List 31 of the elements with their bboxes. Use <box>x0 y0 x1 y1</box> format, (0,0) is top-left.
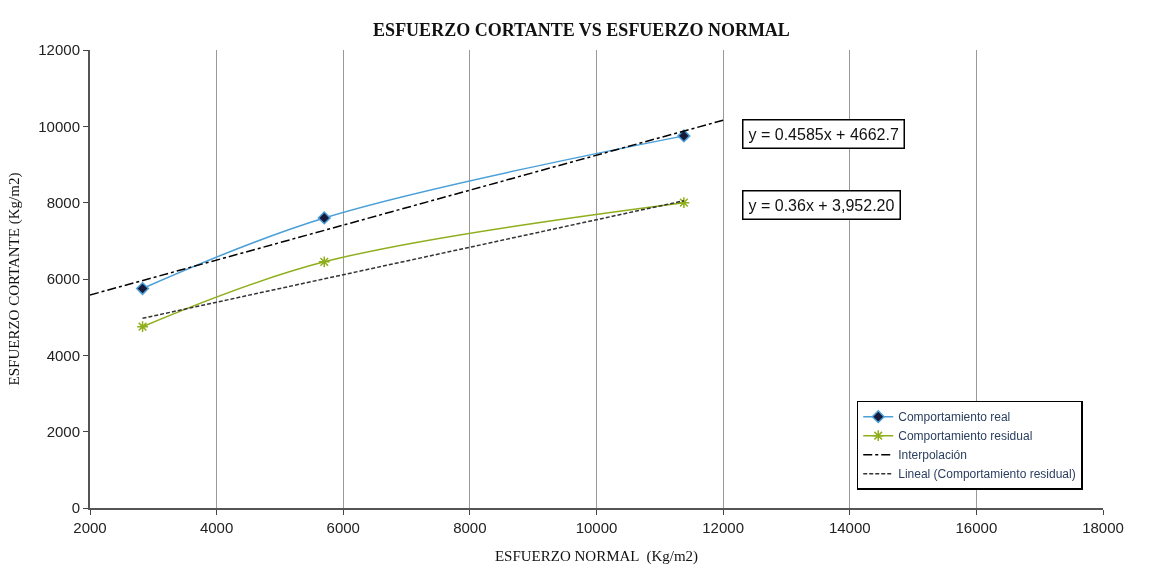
x-tick-label: 8000 <box>453 519 487 536</box>
x-tick-label: 16000 <box>955 519 998 536</box>
y-tick-label: 4000 <box>46 346 80 364</box>
annotation: y = 0.36x + 3,952.20 <box>748 196 895 214</box>
x-tick-label: 10000 <box>575 519 618 536</box>
point <box>317 211 331 225</box>
y-tick-label: 12000 <box>38 41 80 59</box>
x-axis-title: ESFUERZO NORMAL (Kg/m2) <box>494 547 699 565</box>
y-axis-title: ESFUERZO CORTANTE (Kg/m2) <box>6 172 24 386</box>
chart-title: ESFUERZO CORTANTE VS ESFUERZO NORMAL <box>373 19 790 40</box>
point <box>677 196 691 209</box>
x-tick-label: 4000 <box>199 519 234 536</box>
x-tick-label: 12000 <box>702 519 744 536</box>
y-tick-label: 6000 <box>46 270 80 288</box>
point <box>677 129 691 143</box>
legend-label: Interpolación <box>898 448 967 463</box>
y-tick-label: 10000 <box>38 117 80 135</box>
point <box>318 255 331 268</box>
x-tick-label: 14000 <box>828 519 871 536</box>
x-tick-label: 6000 <box>326 519 360 536</box>
point <box>135 281 150 296</box>
y-tick-label: 2000 <box>46 422 80 440</box>
point <box>136 320 149 333</box>
legend-label: Lineal (Comportamiento residual) <box>898 467 1076 482</box>
y-tick-label: 8000 <box>46 193 80 211</box>
legend-label: Comportamiento real <box>898 410 1011 425</box>
legend-label: Comportamiento residual <box>898 429 1033 444</box>
x-tick-label: 18000 <box>1082 519 1124 536</box>
y-tick-label: 0 <box>71 499 80 517</box>
x-tick-label: 2000 <box>73 519 107 536</box>
annotation: y = 0.4585x + 4662.7 <box>748 125 899 143</box>
